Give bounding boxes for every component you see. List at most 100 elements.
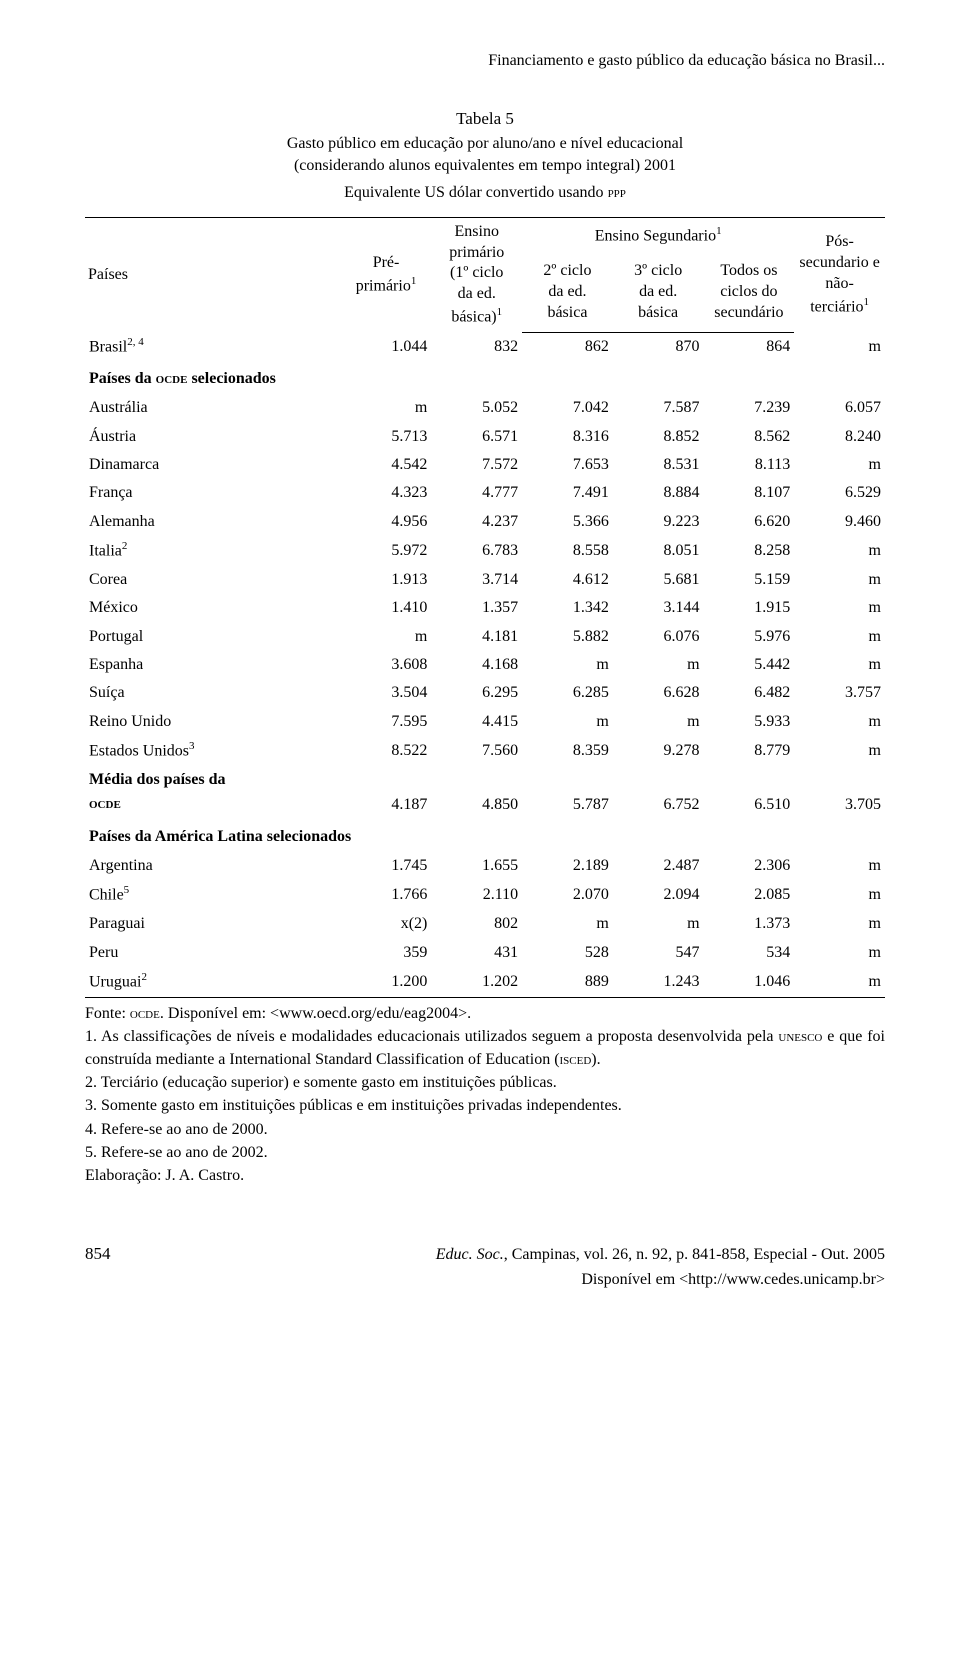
data-cell: 1.410 [341,594,432,622]
data-cell: 1.357 [431,594,522,622]
data-cell: 4.612 [522,566,613,594]
data-cell: 3.504 [341,679,432,707]
data-cell: m [794,852,885,880]
data-cell: m [794,880,885,910]
section-title: Países da América Latina selecionados [85,820,885,852]
data-cell: x(2) [341,910,432,938]
data-cell: 6.510 [704,791,795,819]
data-cell: m [522,651,613,679]
row-name: Alemanha [85,508,341,536]
table-row: ocde4.1874.8505.7876.7526.5103.705 [85,791,885,819]
data-cell: 2.110 [431,880,522,910]
note-fonte: Fonte: ocde. Disponível em: <www.oecd.or… [85,1002,885,1025]
ppp-note: Equivalente US dólar convertido usando p… [85,182,885,204]
data-cell: 8.258 [704,536,795,566]
data-cell: 3.144 [613,594,704,622]
row-name: França [85,479,341,507]
footer-url: Disponível em <http://www.cedes.unicamp.… [85,1269,885,1291]
col-ensino-primario: Ensinoprimário(1º cicloda ed.básica)1 [431,217,522,332]
data-cell: m [794,332,885,362]
data-cell: 862 [522,332,613,362]
row-name: Espanha [85,651,341,679]
data-cell: 1.243 [613,967,704,997]
table-row: Reino Unido7.5954.415mm5.933m [85,708,885,736]
note-5: 5. Refere-se ao ano de 2002. [85,1141,885,1164]
data-cell: 4.181 [431,623,522,651]
data-cell: 6.783 [431,536,522,566]
data-cell: 832 [431,332,522,362]
data-cell: 5.976 [704,623,795,651]
data-cell: 4.237 [431,508,522,536]
data-cell: 1.373 [704,910,795,938]
note-2: 2. Terciário (educação superior) e somen… [85,1071,885,1094]
data-cell: 9.460 [794,508,885,536]
data-cell: 4.956 [341,508,432,536]
data-cell: 6.571 [431,423,522,451]
data-cell: 8.113 [704,451,795,479]
table-row: Argentina1.7451.6552.1892.4872.306m [85,852,885,880]
data-cell: m [522,910,613,938]
data-cell: 1.202 [431,967,522,997]
notes-block: Fonte: ocde. Disponível em: <www.oecd.or… [85,1002,885,1188]
data-cell: 5.681 [613,566,704,594]
data-cell: 8.359 [522,736,613,766]
data-cell: 4.777 [431,479,522,507]
data-cell: 8.316 [522,423,613,451]
data-cell: 3.757 [794,679,885,707]
note-elab: Elaboração: J. A. Castro. [85,1164,885,1187]
row-name: Média dos países da [85,766,885,791]
data-cell: 2.070 [522,880,613,910]
data-cell: 8.522 [341,736,432,766]
data-cell: 5.442 [704,651,795,679]
data-cell: m [794,939,885,967]
data-cell: 534 [704,939,795,967]
data-cell: 4.850 [431,791,522,819]
data-cell: 4.415 [431,708,522,736]
data-cell: 547 [613,939,704,967]
data-cell: 7.587 [613,394,704,422]
data-cell: 8.051 [613,536,704,566]
data-cell: 1.655 [431,852,522,880]
data-cell: 6.620 [704,508,795,536]
data-cell: 1.044 [341,332,432,362]
data-cell: 1.745 [341,852,432,880]
row-name: Paraguai [85,910,341,938]
row-name: Austrália [85,394,341,422]
table-title-block: Tabela 5 Gasto público em educação por a… [85,107,885,176]
data-cell: 528 [522,939,613,967]
data-cell: 1.913 [341,566,432,594]
data-cell: 7.239 [704,394,795,422]
section-title: Países da ocde selecionados [85,362,885,394]
data-cell: 5.366 [522,508,613,536]
data-cell: 802 [431,910,522,938]
data-cell: 864 [704,332,795,362]
data-cell: 6.076 [613,623,704,651]
data-cell: 5.159 [704,566,795,594]
table-row: Dinamarca4.5427.5727.6538.5318.113m [85,451,885,479]
data-cell: 9.223 [613,508,704,536]
data-cell: 7.572 [431,451,522,479]
data-cell: 3.705 [794,791,885,819]
page-number: 854 [85,1242,111,1266]
section-header-row: Países da América Latina selecionados [85,820,885,852]
table-row: Suíça3.5046.2956.2856.6286.4823.757 [85,679,885,707]
data-cell: 5.882 [522,623,613,651]
data-cell: 5.933 [704,708,795,736]
data-cell: 1.200 [341,967,432,997]
data-cell: 1.766 [341,880,432,910]
data-cell: 2.085 [704,880,795,910]
data-cell: m [794,451,885,479]
note-3: 3. Somente gasto em instituições pública… [85,1094,885,1117]
row-name: Corea [85,566,341,594]
row-name: Uruguai2 [85,967,341,997]
data-cell: m [794,536,885,566]
data-cell: m [794,910,885,938]
note-1: 1. As classificações de níveis e modalid… [85,1025,885,1071]
col-ciclo-2: 2º cicloda ed.básica [522,253,613,332]
section-header-row: Países da ocde selecionados [85,362,885,394]
table-row: Uruguai21.2001.2028891.2431.046m [85,967,885,997]
table-row: Paraguaix(2)802mm1.373m [85,910,885,938]
data-cell: 6.295 [431,679,522,707]
col-paises: Países [85,217,341,332]
page-footer: 854 Educ. Soc., Campinas, vol. 26, n. 92… [85,1242,885,1291]
